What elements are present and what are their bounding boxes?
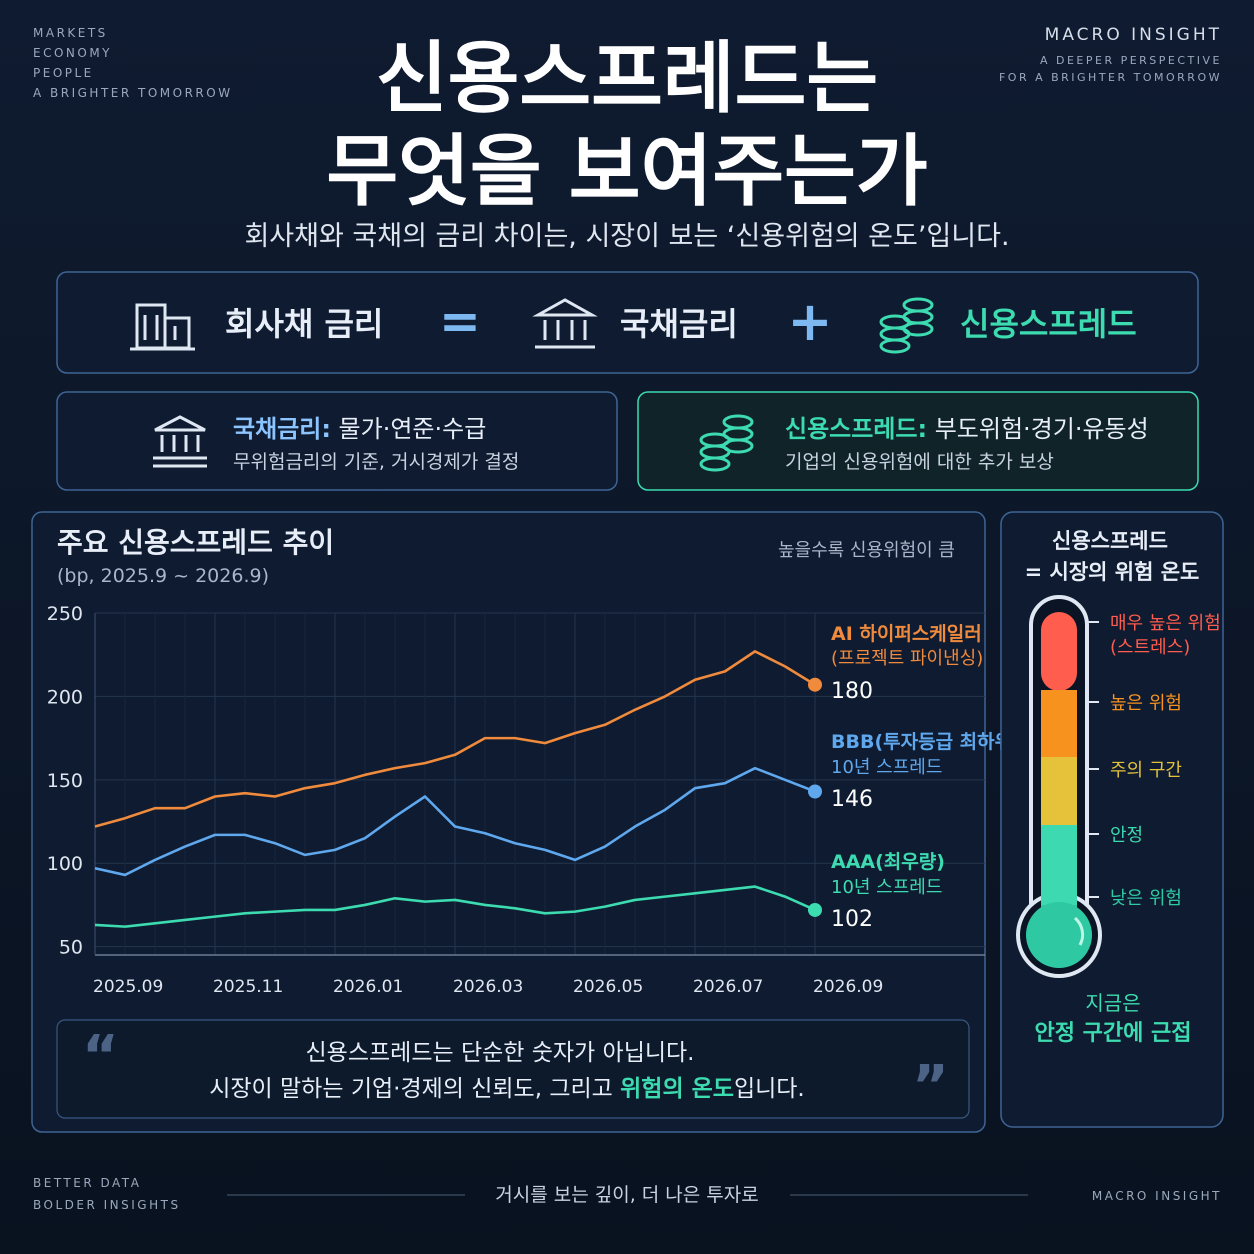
- thermo-band: [1041, 757, 1077, 826]
- legend-label: AAA(최우량): [831, 851, 945, 873]
- brand-tagline: FOR A BRIGHTER TOMORROW: [999, 71, 1222, 84]
- end-label: 102: [831, 907, 873, 932]
- coins-icon: [699, 414, 754, 472]
- x-tick-label: 2026.05: [573, 977, 643, 997]
- card-factors: 물가·연준·수급: [331, 415, 486, 443]
- legend-detail: (프로젝트 파이낸싱): [831, 648, 983, 669]
- card-heading: 국채금리: 물가·연준·수급: [233, 415, 486, 443]
- x-tick-label: 2025.09: [93, 977, 163, 997]
- quote-highlight: 위험의 온도: [620, 1076, 734, 1102]
- coins-icon: [879, 297, 934, 354]
- card-note: 기업의 신용위험에 대한 추가 보상: [785, 451, 1054, 473]
- thermo-band: [1041, 690, 1077, 758]
- card-factors: 부도위험·경기·유동성: [927, 415, 1149, 443]
- card-heading: 신용스프레드: 부도위험·경기·유동성: [785, 415, 1149, 443]
- x-tick-label: 2026.03: [453, 977, 523, 997]
- end-label: 180: [831, 679, 873, 704]
- series-line: [94, 650, 816, 828]
- series-line: [94, 766, 816, 877]
- y-tick-label: 250: [47, 603, 83, 625]
- y-tick-label: 200: [47, 686, 83, 708]
- y-tick-label: 50: [59, 937, 83, 959]
- card-label: 국채금리:: [233, 415, 331, 443]
- thermometer-status: 안정 구간에 근접: [1035, 1021, 1192, 1046]
- bank-icon: [532, 298, 598, 349]
- chart-subtitle: (bp, 2025.9 ~ 2026.9): [57, 565, 269, 587]
- thermo-level-label: (스트레스): [1110, 637, 1190, 658]
- thermo-band: [1041, 612, 1077, 691]
- building-icon: [130, 303, 195, 351]
- quote-box: [56, 1019, 970, 1119]
- left-tags: MARKETS ECONOMY PEOPLE A BRIGHTER TOMORR…: [33, 26, 233, 100]
- title: 무엇을 보여주는가: [326, 127, 927, 217]
- thermometer-title: = 시장의 위험 온도: [1025, 560, 1200, 584]
- subtitle: 회사채와 국채의 금리 차이는, 시장이 보는 ‘신용위험의 온도’입니다.: [244, 221, 1009, 252]
- x-tick-label: 2026.09: [813, 977, 883, 997]
- equation-term: 국채금리: [620, 305, 738, 343]
- x-tick-label: 2026.07: [693, 977, 763, 997]
- brand-tagline: A DEEPER PERSPECTIVE: [1040, 54, 1222, 67]
- chart-panel: [31, 511, 986, 1133]
- equation-term: 신용스프레드: [960, 305, 1137, 343]
- end-point: [808, 784, 822, 799]
- thermo-level-label: 매우 높은 위험: [1110, 613, 1221, 634]
- card-note: 무위험금리의 기준, 거시경제가 결정: [233, 451, 519, 473]
- quote-line: 신용스프레드는 단순한 숫자가 아닙니다.: [306, 1040, 695, 1066]
- thermometer-status: 지금은: [1085, 991, 1140, 1015]
- bank-icon: [153, 415, 207, 468]
- tag: A BRIGHTER TOMORROW: [33, 86, 233, 100]
- card: [637, 391, 1199, 491]
- equation-operator: =: [439, 292, 481, 350]
- quote-text: 시장이 말하는 기업·경제의 신뢰도, 그리고: [209, 1076, 620, 1102]
- quote-line: 시장이 말하는 기업·경제의 신뢰도, 그리고 위험의 온도입니다.: [209, 1076, 805, 1102]
- legend-label: AI 하이퍼스케일러: [831, 623, 982, 645]
- end-label: 146: [831, 787, 873, 812]
- thermo-level-label: 높은 위험: [1110, 693, 1182, 714]
- equation-box: [56, 271, 1199, 374]
- title: 신용스프레드는: [376, 34, 878, 124]
- y-tick-label: 150: [47, 770, 83, 792]
- chart-title: 주요 신용스프레드 추이: [57, 526, 334, 559]
- end-point: [808, 902, 822, 917]
- thermometer-title: 신용스프레드: [1052, 529, 1168, 553]
- legend-label: BBB(투자등급 최하위): [831, 731, 1021, 753]
- equation-operator: +: [787, 290, 832, 353]
- footer-slogan: 거시를 보는 깊이, 더 나은 투자로: [495, 1184, 758, 1206]
- tag: PEOPLE: [33, 66, 94, 80]
- thermo-level-label: 낮은 위험: [1110, 888, 1182, 909]
- x-tick-label: 2026.01: [333, 977, 403, 997]
- quote-text: 입니다.: [734, 1076, 805, 1102]
- quote-mark: ”: [912, 1054, 949, 1119]
- chart: 50 100 150 200 250 2025.09 2025.11 2026.01 2026.…: [47, 603, 1021, 997]
- series-line: [94, 885, 816, 928]
- thermo-band: [1041, 825, 1077, 906]
- footer-tag: BETTER DATA: [33, 1176, 141, 1190]
- thermo-level-label: 안정: [1110, 825, 1143, 846]
- x-tick-label: 2025.11: [213, 977, 283, 997]
- legend-detail: 10년 스프레드: [831, 757, 942, 778]
- brand: MACRO INSIGHT: [1045, 25, 1222, 45]
- end-point: [808, 677, 822, 692]
- footer-brand: MACRO INSIGHT: [1092, 1189, 1222, 1203]
- thermo-level-label: 주의 구간: [1110, 760, 1182, 781]
- chart-annotation: 높을수록 신용위험이 큼: [778, 540, 955, 561]
- tag: MARKETS: [33, 26, 108, 40]
- card-label: 신용스프레드:: [785, 415, 927, 443]
- tag: ECONOMY: [33, 46, 112, 60]
- equation-term: 회사채 금리: [225, 305, 383, 343]
- y-tick-label: 100: [47, 853, 83, 875]
- thermo-highlight: [1073, 916, 1085, 946]
- footer-tag: BOLDER INSIGHTS: [33, 1198, 181, 1212]
- legend-detail: 10년 스프레드: [831, 877, 942, 898]
- quote-mark: “: [82, 1024, 119, 1089]
